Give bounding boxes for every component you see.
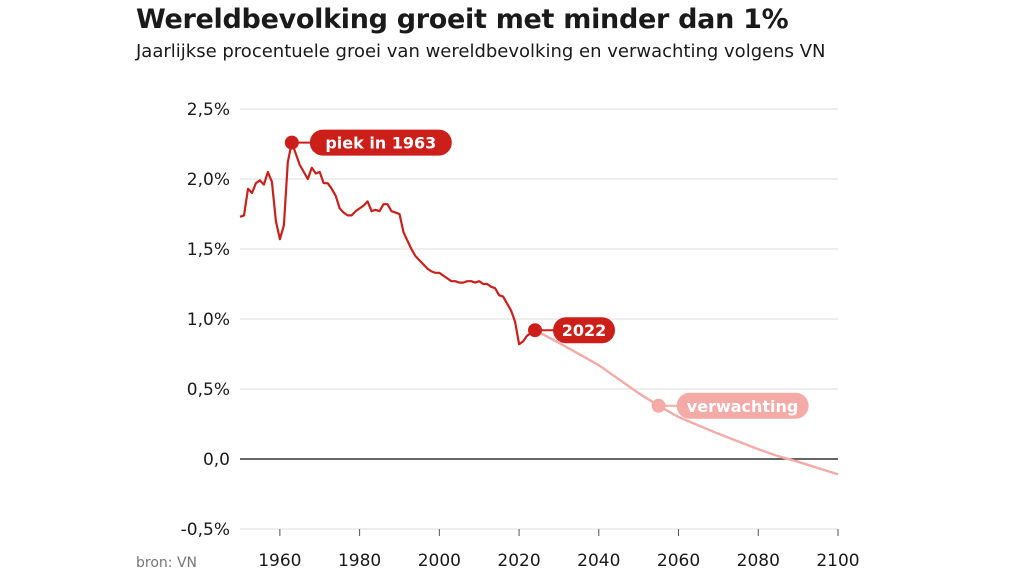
- annotation-pill: [309, 129, 452, 156]
- x-tick-label: 2060: [657, 551, 700, 571]
- y-tick-label: 0,5%: [187, 380, 230, 400]
- chart-subtitle: Jaarlijkse procentuele groei van wereldb…: [136, 41, 826, 62]
- source-note: bron: VN: [136, 555, 197, 571]
- y-tick-label: 1,0%: [187, 310, 230, 330]
- annotation-pill: [553, 317, 616, 344]
- x-tick-label: 2040: [577, 551, 620, 571]
- chart-title: Wereldbevolking groeit met minder dan 1%: [136, 4, 789, 35]
- y-tick-label: 2,5%: [187, 100, 230, 120]
- x-tick-label: 1960: [258, 551, 301, 571]
- annotation-label: verwachting: [687, 397, 799, 416]
- annotation-dot: [284, 135, 299, 150]
- annotation-label: 2022: [562, 321, 607, 340]
- y-tick-label: 0,0: [203, 450, 230, 470]
- x-tick-label: 1980: [338, 551, 381, 571]
- annotation-label: piek in 1963: [325, 134, 436, 153]
- historic-line: [239, 141, 532, 346]
- gridlines: [240, 108, 838, 530]
- x-tick-label: 2080: [737, 551, 780, 571]
- y-axis-ticks: -0,5% 0,0 0,5% 1,0% 1,5% 2,0% 2,5%: [181, 100, 230, 540]
- annotation-pill: [676, 392, 809, 419]
- annotations: piek in 1963 2022 verwachting: [284, 129, 809, 419]
- y-tick-label: 2,0%: [187, 170, 230, 190]
- y-tick-label: 1,5%: [187, 240, 230, 260]
- y-tick-label: -0,5%: [181, 520, 230, 540]
- x-tick-label: 2100: [816, 551, 859, 571]
- forecast-line: [534, 329, 839, 476]
- x-tick-label: 2000: [418, 551, 461, 571]
- x-axis-ticks: 1960 1980 2000 2020 2040 2060 2080 2100: [258, 529, 860, 571]
- x-tick-label: 2020: [497, 551, 540, 571]
- annotation-dot: [651, 398, 666, 413]
- series-lines: [239, 141, 839, 476]
- annotation-dot: [528, 323, 543, 338]
